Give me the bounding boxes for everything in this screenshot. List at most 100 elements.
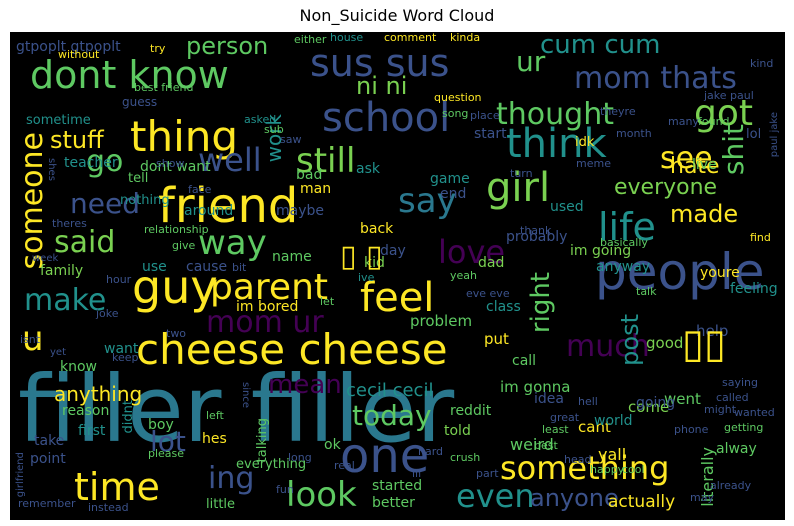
word-nothing: nothing <box>120 193 170 208</box>
word-weird: weird <box>510 435 554 454</box>
word-let: let <box>320 295 335 308</box>
word-might: might <box>704 403 737 416</box>
word-thing: thing <box>130 112 239 161</box>
word-cause: cause <box>186 259 228 275</box>
word-dont-want: dont want <box>140 159 211 175</box>
word-place: place <box>470 109 500 122</box>
word-week: week <box>32 253 59 264</box>
word-fun: fun <box>276 483 294 496</box>
word-hate: hate <box>670 154 720 179</box>
word-even: even <box>456 477 535 515</box>
word-ok: ok <box>324 437 341 453</box>
word-happy: happy <box>590 463 625 476</box>
word-question: question <box>434 91 482 104</box>
word-good: good <box>646 334 684 352</box>
word-ask: ask <box>356 161 380 177</box>
word-parent: parent <box>210 267 329 308</box>
word-best: best <box>534 439 558 452</box>
word-life: life <box>598 205 656 249</box>
word-feeling: feeling <box>730 281 778 297</box>
word-everyone: everyone <box>614 175 718 200</box>
word-day: day <box>380 243 406 259</box>
word-phone: phone <box>674 423 709 436</box>
word-ur: ur <box>516 45 546 78</box>
word-hard: hard <box>418 445 444 458</box>
word-bad: bad <box>296 167 323 183</box>
word-friend: friend <box>158 178 299 234</box>
word-idea: idea <box>534 391 564 407</box>
word-gtpoplt-gtpoplt: gtpoplt gtpoplt <box>16 39 121 55</box>
word-girl: girl <box>486 165 551 211</box>
word-make: make <box>24 283 107 318</box>
word-post: post <box>616 314 644 366</box>
word-since: since <box>240 382 251 408</box>
word-great: great <box>550 411 580 424</box>
word-back: back <box>360 221 394 237</box>
word-end: end <box>440 186 467 202</box>
word-told: told <box>444 423 471 439</box>
word-said: said <box>54 225 116 260</box>
word-kinda: kinda <box>450 32 481 44</box>
word-used: used <box>550 199 584 215</box>
word-comment: comment <box>384 32 437 44</box>
word-part: part <box>476 467 499 480</box>
word-youre: youre <box>700 265 740 281</box>
word-without: without <box>58 48 100 61</box>
word-house: house <box>330 32 364 44</box>
word-saying: saying <box>722 376 758 389</box>
word-much: much <box>566 329 650 364</box>
word-still: still <box>296 141 356 181</box>
word-start: start <box>474 126 507 142</box>
word-went: went <box>664 390 701 408</box>
word-well: well <box>198 141 262 179</box>
word-got: got <box>694 93 753 134</box>
word-ni-ni: ni ni <box>356 72 408 100</box>
word-mom-thats: mom thats <box>574 61 737 96</box>
word-filler-filler: filler filler <box>18 356 455 463</box>
word-yet: yet <box>50 347 66 358</box>
word-least: least <box>542 423 569 436</box>
word-something: something <box>500 449 670 487</box>
word-say: say <box>398 181 457 221</box>
word-ing: ing <box>208 461 255 496</box>
word-help: help <box>696 322 729 340</box>
word-people: people <box>595 243 765 301</box>
word-thought: thought <box>496 97 614 132</box>
word-better: better <box>372 495 415 511</box>
word-know: know <box>60 359 97 375</box>
word-paul-jake: paul jake <box>769 112 780 158</box>
word-see: see <box>660 141 713 176</box>
word-actually: actually <box>608 492 676 512</box>
word-theyre: theyre <box>600 105 636 118</box>
word-wanted: wanted <box>734 406 775 419</box>
word-everything: everything <box>236 457 307 472</box>
word-kid: kid <box>364 255 385 271</box>
word-talk: talk <box>636 285 657 298</box>
word-head: head <box>564 453 592 466</box>
word-hes: hes <box>202 431 227 447</box>
word-guy: guy <box>132 260 218 314</box>
word-yeah: yeah <box>450 269 477 282</box>
word-point: point <box>30 451 66 467</box>
word-getting: getting <box>724 421 764 434</box>
word-glyph-a: ▯ ▯ <box>340 239 383 274</box>
word-ive: ive <box>358 271 375 284</box>
word-take: take <box>34 433 65 449</box>
word-right: right <box>526 272 556 334</box>
word-made: made <box>670 200 739 228</box>
word-call: call <box>512 353 537 369</box>
word-shes: shes <box>46 158 57 181</box>
word-real: real <box>334 459 355 472</box>
word-found: found <box>698 115 730 128</box>
word-anything: anything <box>54 382 143 406</box>
word-cum-cum: cum cum <box>540 32 661 60</box>
word-didnt: didnt <box>121 400 136 434</box>
word-try: try <box>150 42 166 55</box>
word-mom-ur: mom ur <box>206 305 324 340</box>
word-reason: reason <box>62 403 110 419</box>
word-theres: theres <box>52 217 87 230</box>
word-cant: cant <box>578 418 611 436</box>
word-cloud: filler filler cheese cheese dont know fr… <box>10 32 785 520</box>
word-cool: cool <box>622 463 645 476</box>
word-im-bored: im bored <box>236 299 299 315</box>
